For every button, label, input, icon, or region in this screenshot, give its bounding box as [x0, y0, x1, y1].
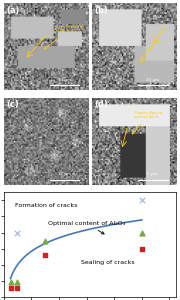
Point [140, 246, 143, 251]
Text: (c): (c) [6, 100, 19, 109]
Point [44, 253, 46, 257]
Text: Formation of cracks: Formation of cracks [15, 203, 77, 208]
Point [16, 230, 19, 235]
Text: (b): (b) [95, 6, 108, 15]
Text: (a): (a) [6, 6, 19, 15]
Point [16, 279, 19, 284]
Text: Sealing of cracks: Sealing of cracks [81, 260, 135, 265]
Text: Cracks due to
lack of Al₂O₃: Cracks due to lack of Al₂O₃ [44, 25, 84, 49]
Text: Optimal content of Al₂O₃: Optimal content of Al₂O₃ [48, 221, 125, 234]
Point [9, 286, 12, 290]
Text: 10 μm: 10 μm [58, 172, 71, 176]
Point [140, 198, 143, 203]
Point [140, 230, 143, 235]
Text: Cracks due to
excess Al₂O₃: Cracks due to excess Al₂O₃ [132, 111, 163, 134]
Text: 20 μm: 20 μm [146, 78, 159, 82]
Point [44, 238, 46, 243]
Point [16, 286, 19, 290]
Text: 5 μm: 5 μm [147, 172, 158, 176]
Text: 10 μm: 10 μm [58, 78, 71, 82]
Text: (d): (d) [95, 100, 108, 109]
Point [9, 279, 12, 284]
